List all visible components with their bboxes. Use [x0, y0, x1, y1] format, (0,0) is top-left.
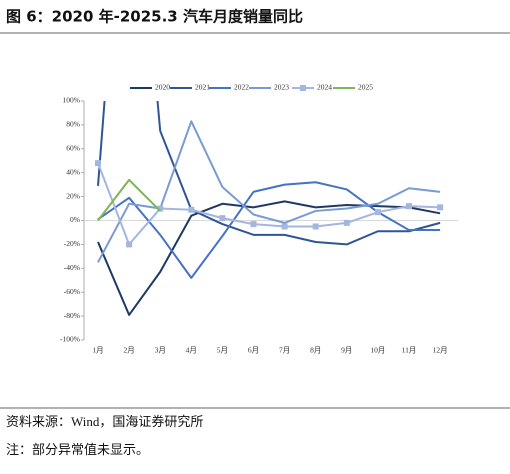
series-line — [97, 101, 441, 246]
plot-area — [95, 101, 444, 316]
legend-label: 2022 — [234, 83, 249, 92]
x-tick-label: 9月 — [341, 346, 352, 355]
point-marker — [188, 206, 195, 213]
x-tick-label: 5月 — [217, 346, 228, 355]
x-tick-label: 10月 — [370, 346, 385, 355]
x-tick-label: 3月 — [155, 346, 166, 355]
series-line — [97, 120, 441, 263]
point-marker — [157, 205, 164, 212]
y-tick-label: -100% — [60, 335, 80, 344]
x-tick-label: 4月 — [186, 346, 197, 355]
x-tick-label: 1月 — [92, 346, 103, 355]
figure-title: 图 6：2020 年-2025.3 汽车月度销量同比 — [6, 8, 303, 26]
y-tick-label: 80% — [66, 120, 80, 129]
point-marker — [406, 203, 412, 210]
x-tick-label: 6月 — [248, 346, 259, 355]
series-line — [97, 181, 441, 279]
y-tick-label: 60% — [66, 144, 80, 153]
series-line — [97, 162, 441, 246]
y-tick-label: 40% — [66, 167, 80, 176]
x-tick-label: 8月 — [310, 346, 321, 355]
point-marker — [312, 223, 319, 230]
x-tick-label: 7月 — [279, 346, 290, 355]
x-tick-label: 12月 — [433, 346, 448, 355]
point-marker — [374, 209, 381, 216]
y-tick-label: -60% — [64, 287, 80, 296]
y-tick-label: -80% — [64, 311, 80, 320]
note: 注：部分异常值未显示。 — [6, 442, 149, 457]
point-marker — [437, 204, 444, 211]
point-marker — [95, 160, 101, 167]
series-line — [97, 200, 441, 316]
point-marker — [250, 221, 257, 228]
point-marker — [343, 219, 350, 226]
point-marker — [126, 241, 133, 248]
x-tick-label: 2月 — [123, 346, 134, 355]
legend-marker — [300, 85, 306, 91]
legend-label: 2020 — [155, 83, 170, 92]
y-tick-label: -40% — [64, 263, 80, 272]
source: 资料来源：Wind，国海证券研究所 — [6, 414, 203, 429]
legend-label: 2023 — [274, 83, 289, 92]
legend-label: 2024 — [317, 83, 332, 92]
y-tick-label: 0% — [70, 215, 80, 224]
legend-label: 2025 — [358, 83, 373, 92]
x-tick-label: 11月 — [402, 346, 417, 355]
y-tick-label: 20% — [66, 191, 80, 200]
point-marker — [281, 223, 288, 230]
y-tick-label: 100% — [63, 96, 81, 105]
point-marker — [219, 215, 226, 222]
legend-label: 2021 — [195, 83, 210, 92]
y-tick-label: -20% — [64, 239, 80, 248]
series-line — [97, 178, 161, 222]
